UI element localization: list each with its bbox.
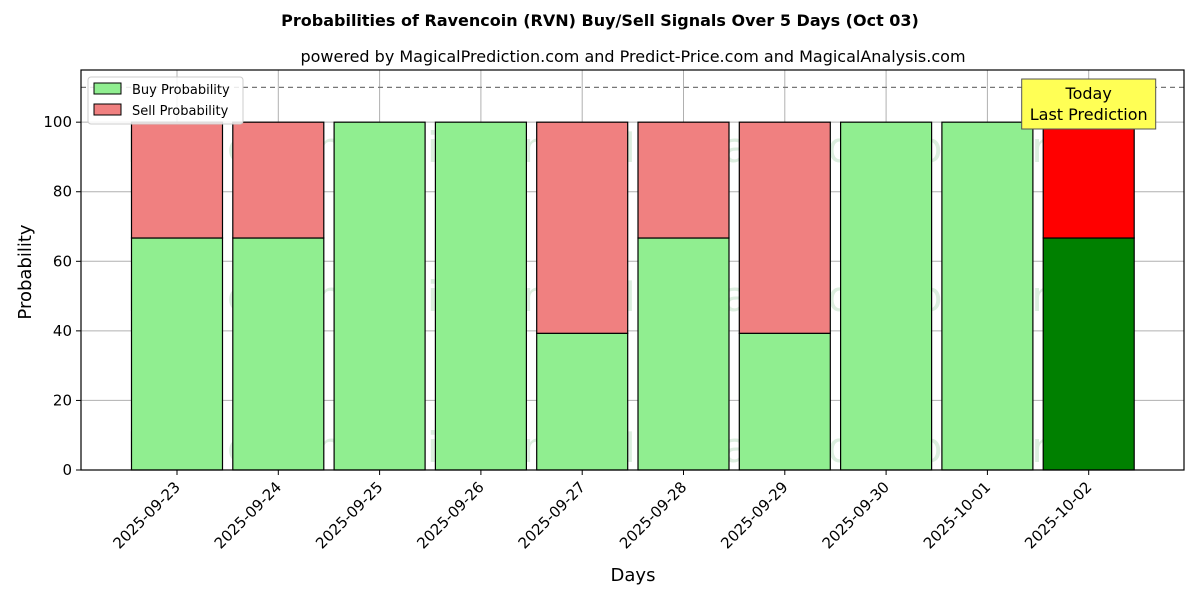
bar-sell [536,121,629,334]
bar-buy [738,332,831,471]
x-tick-label: 2025-09-26 [413,478,487,552]
x-tick-label: 2025-09-23 [109,478,183,552]
plot-frame [80,69,1185,471]
x-axis-label: Days [611,565,656,586]
x-tick-label: 2025-09-24 [211,478,285,552]
annotation-box [1021,78,1157,130]
x-tick-label: 2025-09-25 [312,478,386,552]
bar-sell [1042,121,1135,239]
chart-title: Probabilities of Ravencoin (RVN) Buy/Sel… [281,11,919,30]
bar-sell [130,121,224,239]
bar-buy [839,121,933,471]
x-tick-label: 2025-09-28 [616,478,690,552]
legend: Buy Probability Sell Probability [87,76,244,125]
x-tick-label: 2025-10-02 [1021,478,1095,552]
y-tick-label: 60 [53,252,72,270]
x-tick-label: 2025-09-27 [515,478,589,552]
plot-area: MagicalAnalysis.comMagicalPrediction.com… [43,69,1185,552]
bar-buy [232,237,325,471]
y-tick-label: 80 [53,183,72,201]
x-tick-label: 2025-10-01 [920,478,994,552]
bar-sell [232,121,325,239]
bar-sell [637,121,730,239]
annotation-text: Last Prediction [1030,105,1148,124]
x-tick-label: 2025-09-29 [717,478,791,552]
bar-buy [434,121,527,471]
chart-subtitle: powered by MagicalPrediction.com and Pre… [300,47,965,66]
y-tick-label: 0 [62,461,72,479]
y-tick-label: 40 [53,322,72,340]
legend-label: Sell Probability [132,104,229,119]
legend-box [87,76,244,125]
legend-label: Buy Probability [132,83,230,98]
bar-buy [1042,237,1135,471]
bar-buy [130,237,224,471]
x-tick-label: 2025-09-30 [819,478,893,552]
bar-sell [738,121,831,334]
annotation-text: Today [1065,84,1112,103]
bar-buy [637,237,730,471]
today-annotation: Today Last Prediction [1021,78,1157,130]
bar-buy [536,332,629,471]
bar-buy [333,121,426,471]
y-tick-label: 100 [43,113,72,131]
y-axis-label: Probability [15,224,36,319]
legend-swatch [93,82,122,95]
legend-swatch [93,103,122,116]
bar-buy [941,121,1034,471]
y-tick-label: 20 [53,391,72,409]
